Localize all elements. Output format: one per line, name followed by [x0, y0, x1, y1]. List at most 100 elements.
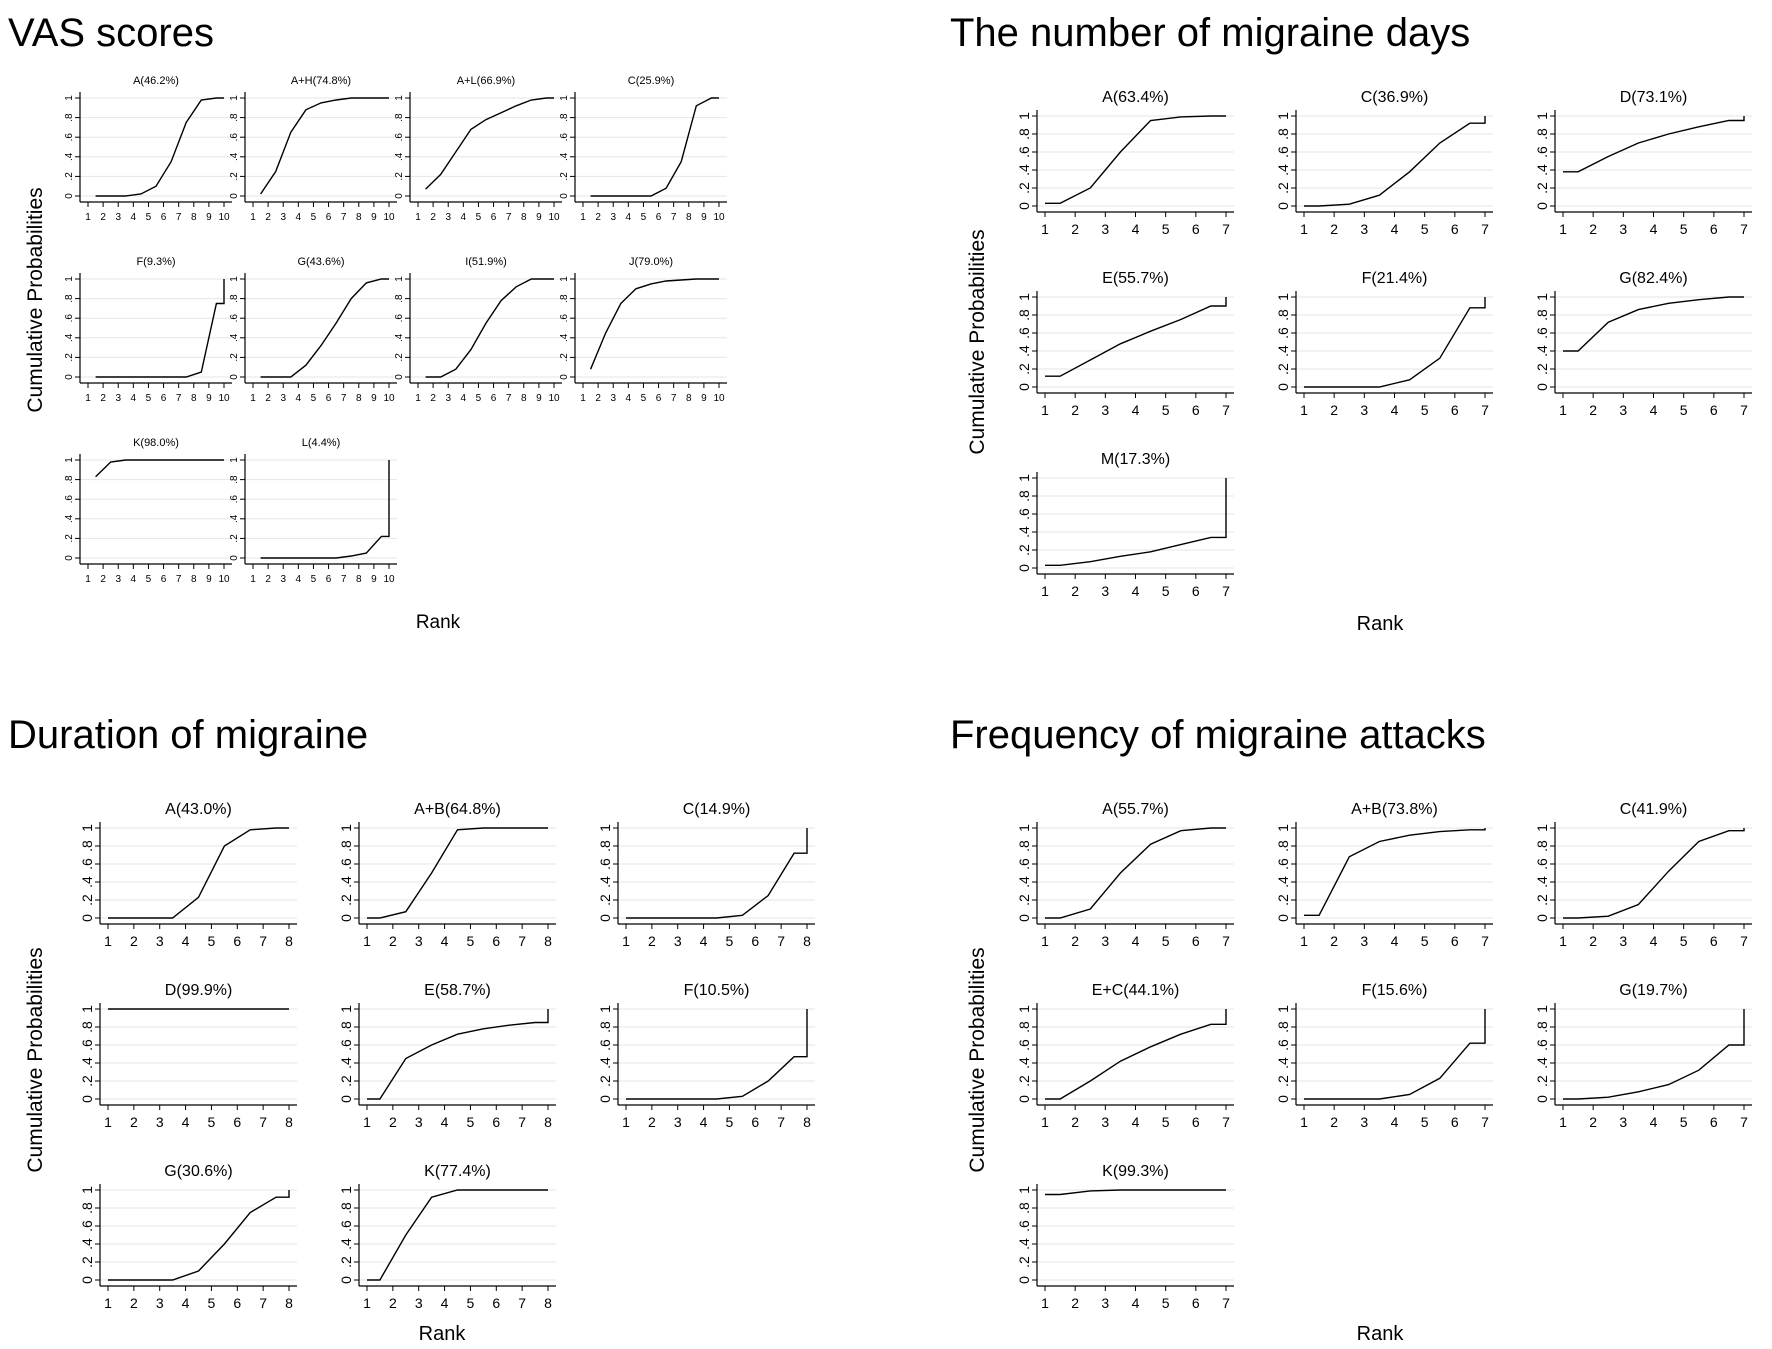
panel-title: A+H(74.8%)	[291, 75, 351, 87]
panel: K(98.0%)0.2.4.6.811 2 3 4 5 6 7 8 9 10	[64, 437, 232, 585]
y-tick-label: .8	[1016, 1021, 1032, 1033]
panel-title: F(10.5%)	[684, 982, 750, 999]
y-tick-label: .6	[338, 1039, 354, 1051]
y-tick-label: 0	[1275, 383, 1291, 391]
y-tick-label: .4	[1275, 876, 1291, 888]
y-tick-label: .4	[559, 152, 570, 161]
x-tick-label: 7	[1222, 1295, 1230, 1311]
x-tick-label: 6	[656, 393, 662, 404]
x-tick-label: 2	[430, 393, 436, 404]
x-tick-label: 3	[610, 393, 616, 404]
y-tick-label: .2	[1016, 182, 1032, 194]
y-axis-label: Cumulative Probabilities	[966, 947, 989, 1172]
panel-plot-area	[1555, 110, 1752, 212]
x-tick-label: 4	[441, 1295, 449, 1311]
x-tick-label: 1	[622, 933, 630, 949]
x-tick-label: 5	[476, 393, 482, 404]
panel-plot-area	[618, 822, 815, 924]
y-tick-label: .8	[229, 475, 240, 484]
x-tick-label: 5	[1421, 221, 1429, 237]
x-tick-label: 6	[233, 1295, 241, 1311]
x-tick-label: 2	[265, 574, 271, 585]
x-tick-label: 5	[311, 574, 317, 585]
panel-title: C(36.9%)	[1361, 89, 1429, 106]
y-tick-label: 0	[1016, 564, 1032, 572]
y-tick-label: .8	[64, 113, 75, 122]
y-tick-label: 1	[79, 1186, 95, 1194]
series-line	[590, 97, 719, 197]
x-tick-label: 1	[1300, 221, 1308, 237]
y-tick-label: .6	[229, 495, 240, 504]
y-tick-label: .6	[64, 314, 75, 323]
series-line	[1045, 297, 1227, 377]
x-tick-label: 6	[1451, 1114, 1459, 1130]
y-tick-label: 0	[1275, 1095, 1291, 1103]
y-tick-label: 1	[1275, 1005, 1291, 1013]
x-tick-label: 7	[1481, 221, 1489, 237]
x-tick-label: 7	[341, 393, 347, 404]
x-tick-label: 4	[296, 212, 302, 223]
y-tick-label: 1	[229, 457, 240, 463]
x-tick-label: 8	[356, 393, 362, 404]
panel-plot-area	[575, 92, 727, 202]
x-tick-label: 8	[285, 1295, 293, 1311]
y-tick-label: .4	[338, 876, 354, 888]
series-line	[1304, 116, 1486, 207]
y-tick-label: .6	[1534, 146, 1550, 158]
y-tick-label: .2	[1275, 1075, 1291, 1087]
y-tick-label: .2	[1534, 363, 1550, 375]
x-tick-label: 1	[250, 393, 256, 404]
x-tick-label: 4	[1391, 402, 1399, 418]
y-tick-label: 0	[1534, 914, 1550, 922]
x-tick-label: 2	[265, 212, 271, 223]
x-tick-label: 4	[1132, 583, 1140, 599]
y-tick-label: .6	[1016, 858, 1032, 870]
series-line	[260, 460, 390, 559]
panel-plot-area	[1296, 291, 1493, 393]
x-tick-label: 7	[341, 212, 347, 223]
y-tick-label: 1	[394, 276, 405, 282]
panel: E(55.7%) 0 .2 .4 .6 .8 1 1 2 3 4 5 6 7	[1016, 270, 1234, 418]
x-tick-label: 8	[803, 1114, 811, 1130]
y-tick-label: .6	[1534, 327, 1550, 339]
x-tick-label: 5	[641, 393, 647, 404]
y-tick-label: 0	[394, 193, 405, 199]
panel: A(63.4%) 0 .2 .4 .6 .8 1 1 2 3 4 5 6 7	[1016, 89, 1234, 237]
y-tick-label: .4	[1534, 345, 1550, 357]
y-tick-label: 0	[559, 374, 570, 380]
x-tick-label: 4	[182, 933, 190, 949]
panel-title: F(9.3%)	[136, 256, 175, 268]
x-tick-label: 3	[115, 574, 121, 585]
x-tick-label: 5	[1421, 933, 1429, 949]
y-tick-label: .8	[1016, 490, 1032, 502]
panel-plot-area	[1296, 110, 1493, 212]
y-tick-label: 1	[1275, 293, 1291, 301]
x-axis-label: Rank	[1357, 613, 1405, 635]
x-tick-label: 7	[176, 393, 182, 404]
y-tick-label: .6	[394, 314, 405, 323]
chart-title: Frequency of migraine attacks	[950, 713, 1486, 757]
x-tick-label: 9	[536, 393, 542, 404]
y-tick-label: .6	[79, 1039, 95, 1051]
x-tick-label: 2	[389, 1295, 397, 1311]
panel-plot-area	[245, 92, 397, 202]
x-tick-label: 6	[1710, 933, 1718, 949]
panel-title: K(98.0%)	[133, 437, 179, 449]
y-tick-label: .6	[229, 133, 240, 142]
panel-plot-area	[100, 1003, 297, 1105]
panel-plot-area	[1555, 1003, 1752, 1105]
x-tick-label: 7	[506, 212, 512, 223]
x-tick-label: 7	[777, 933, 785, 949]
y-tick-label: .4	[1534, 876, 1550, 888]
x-tick-label: 1	[622, 1114, 630, 1130]
series-line	[367, 1009, 549, 1100]
x-tick-label: 2	[1071, 402, 1079, 418]
x-tick-label: 7	[1222, 221, 1230, 237]
x-tick-label: 5	[1162, 1114, 1170, 1130]
series-line	[1563, 828, 1745, 919]
y-tick-label: .4	[1016, 526, 1032, 538]
y-tick-label: .2	[79, 1256, 95, 1268]
y-tick-label: .4	[1016, 876, 1032, 888]
panel-title: E(58.7%)	[424, 982, 491, 999]
x-tick-label: 4	[461, 212, 467, 223]
